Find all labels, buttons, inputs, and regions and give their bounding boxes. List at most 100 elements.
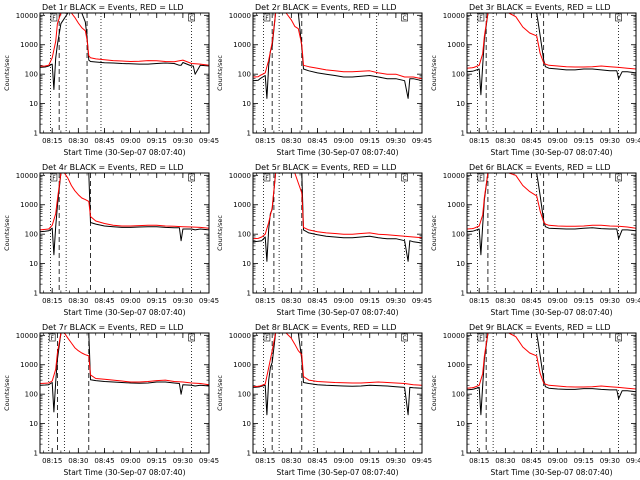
series-lld-line bbox=[252, 172, 423, 240]
attenuator-box bbox=[477, 333, 485, 342]
plot-frame bbox=[252, 172, 423, 294]
attenuator-label: C bbox=[616, 175, 620, 182]
y-tick-label: 1000 bbox=[447, 201, 465, 209]
series-events-line bbox=[466, 172, 637, 256]
x-tick-label: 09:45 bbox=[626, 297, 640, 305]
x-tick-label: 09:00 bbox=[121, 457, 141, 465]
y-tick-label: 10 bbox=[456, 100, 465, 108]
attenuator-box bbox=[401, 333, 408, 342]
y-axis-label: Counts/sec bbox=[3, 215, 11, 251]
attenuator-box bbox=[401, 13, 408, 22]
x-tick-label: 08:45 bbox=[521, 297, 541, 305]
attenuator-box bbox=[263, 173, 271, 182]
attenuator-label: F bbox=[479, 175, 483, 182]
series-lld-line bbox=[466, 12, 637, 70]
panel: Det 3r BLACK = Events, RED = LLD Counts/s… bbox=[430, 3, 640, 157]
panel-title: Det 6r BLACK = Events, RED = LLD bbox=[469, 163, 611, 172]
series-lld-line bbox=[252, 332, 423, 388]
x-tick-label: 09:15 bbox=[574, 137, 594, 145]
panel: Det 6r BLACK = Events, RED = LLD Counts/s… bbox=[430, 163, 640, 317]
y-tick-label: 100 bbox=[238, 391, 251, 399]
x-tick-label: 09:30 bbox=[386, 137, 406, 145]
y-tick-label: 10 bbox=[456, 420, 465, 428]
y-tick-label: 10000 bbox=[229, 172, 251, 180]
x-tick-label: 09:15 bbox=[574, 457, 594, 465]
attenuator-box bbox=[615, 333, 622, 342]
x-tick-label: 09:45 bbox=[199, 457, 219, 465]
x-tick-label: 09:00 bbox=[121, 137, 141, 145]
x-tick-label: 09:45 bbox=[412, 457, 432, 465]
y-tick-label: 1 bbox=[247, 450, 251, 458]
attenuator-box bbox=[188, 333, 195, 342]
y-tick-label: 10 bbox=[29, 420, 38, 428]
attenuator-label: F bbox=[52, 175, 56, 182]
x-tick-label: 08:45 bbox=[94, 137, 114, 145]
y-tick-label: 10 bbox=[242, 100, 251, 108]
x-tick-label: 08:15 bbox=[42, 137, 62, 145]
series-events-line bbox=[252, 332, 423, 416]
attenuator-box bbox=[50, 13, 58, 22]
x-tick-label: 08:45 bbox=[307, 297, 327, 305]
plot-frame bbox=[39, 12, 210, 134]
y-tick-label: 1000 bbox=[20, 361, 38, 369]
x-tick-label: 09:15 bbox=[147, 137, 167, 145]
y-tick-label: 10000 bbox=[229, 12, 251, 20]
panel-title: Det 1r BLACK = Events, RED = LLD bbox=[42, 3, 184, 12]
panel-title: Det 3r BLACK = Events, RED = LLD bbox=[469, 3, 611, 12]
x-tick-label: 08:30 bbox=[495, 457, 515, 465]
series-events-line bbox=[39, 12, 210, 90]
y-tick-label: 10 bbox=[242, 260, 251, 268]
y-axis-label: Counts/sec bbox=[216, 375, 224, 411]
attenuator-box bbox=[50, 173, 58, 182]
y-tick-label: 100 bbox=[452, 71, 465, 79]
panel-title: Det 8r BLACK = Events, RED = LLD bbox=[255, 323, 397, 332]
series-lld-line bbox=[466, 172, 637, 230]
y-tick-label: 10000 bbox=[229, 332, 251, 340]
y-tick-label: 10 bbox=[29, 100, 38, 108]
x-axis-label: Start Time (30-Sep-07 08:07:40) bbox=[64, 468, 186, 477]
y-tick-label: 1 bbox=[34, 450, 38, 458]
x-axis-label: Start Time (30-Sep-07 08:07:40) bbox=[491, 148, 613, 157]
x-tick-label: 09:30 bbox=[386, 457, 406, 465]
y-tick-label: 1000 bbox=[233, 201, 251, 209]
x-tick-label: 09:15 bbox=[574, 297, 594, 305]
panel: Det 9r BLACK = Events, RED = LLD Counts/s… bbox=[430, 323, 640, 477]
y-tick-label: 1000 bbox=[447, 361, 465, 369]
y-tick-label: 100 bbox=[452, 231, 465, 239]
attenuator-label: F bbox=[479, 15, 483, 22]
x-tick-label: 09:00 bbox=[334, 137, 354, 145]
y-axis-label: Counts/sec bbox=[430, 215, 438, 251]
plot-frame bbox=[466, 332, 637, 454]
x-axis-label: Start Time (30-Sep-07 08:07:40) bbox=[277, 468, 399, 477]
attenuator-box bbox=[615, 13, 622, 22]
attenuator-box bbox=[48, 333, 56, 342]
x-tick-label: 09:45 bbox=[626, 137, 640, 145]
y-tick-label: 1 bbox=[461, 130, 465, 138]
panel-title: Det 4r BLACK = Events, RED = LLD bbox=[42, 163, 184, 172]
attenuator-box bbox=[263, 333, 271, 342]
x-tick-label: 08:45 bbox=[307, 457, 327, 465]
x-tick-label: 08:30 bbox=[68, 297, 88, 305]
y-tick-label: 1 bbox=[34, 290, 38, 298]
attenuator-label: C bbox=[402, 175, 406, 182]
y-tick-label: 10 bbox=[456, 260, 465, 268]
attenuator-box bbox=[615, 173, 622, 182]
y-tick-label: 100 bbox=[238, 71, 251, 79]
x-tick-label: 09:15 bbox=[360, 137, 380, 145]
series-lld-line bbox=[466, 332, 637, 390]
x-axis-label: Start Time (30-Sep-07 08:07:40) bbox=[277, 308, 399, 317]
attenuator-label: C bbox=[189, 175, 193, 182]
attenuator-label: C bbox=[189, 335, 193, 342]
x-tick-label: 08:45 bbox=[94, 457, 114, 465]
series-events-line bbox=[39, 172, 210, 256]
series-lld-line bbox=[39, 12, 210, 67]
y-tick-label: 100 bbox=[25, 391, 38, 399]
y-tick-label: 10000 bbox=[16, 332, 38, 340]
attenuator-label: F bbox=[265, 175, 269, 182]
x-tick-label: 08:15 bbox=[42, 297, 62, 305]
y-tick-label: 10000 bbox=[443, 172, 465, 180]
series-lld-line bbox=[39, 172, 210, 231]
x-tick-label: 09:30 bbox=[600, 297, 620, 305]
x-tick-label: 09:45 bbox=[199, 297, 219, 305]
